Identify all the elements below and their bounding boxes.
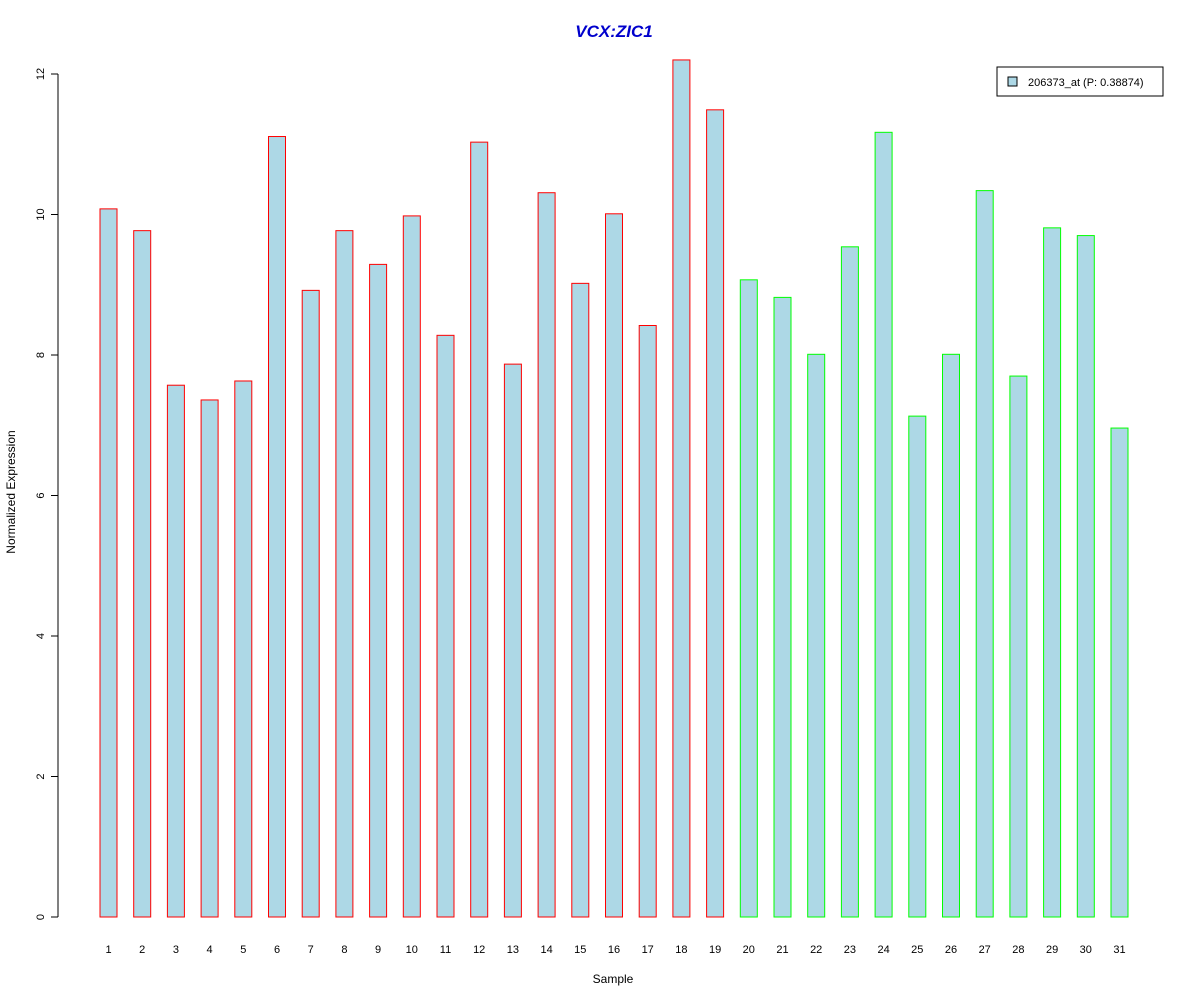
- x-tick-label: 15: [574, 944, 586, 956]
- bar-sample-20: [739, 279, 758, 918]
- y-tick-label: 12: [35, 68, 47, 80]
- legend: 206373_at (P: 0.38874): [996, 66, 1164, 97]
- x-tick-label: 12: [473, 944, 485, 956]
- x-tick-label: 6: [274, 944, 280, 956]
- bar-sample-1: [99, 208, 118, 918]
- x-tick-label: 24: [877, 944, 889, 956]
- x-tick-label: 21: [776, 944, 788, 956]
- x-tick-label: 29: [1046, 944, 1058, 956]
- bar-sample-24: [874, 131, 893, 918]
- y-tick-label: 4: [35, 633, 47, 639]
- x-tick-label: 17: [642, 944, 654, 956]
- x-tick-label: 11: [440, 944, 451, 956]
- x-tick-label: 8: [341, 944, 347, 956]
- bar-sample-23: [840, 246, 859, 918]
- bar-sample-7: [301, 289, 320, 918]
- bar-sample-12: [470, 141, 489, 918]
- x-tick-label: 2: [139, 944, 145, 956]
- x-tick-label: 5: [240, 944, 246, 956]
- x-tick-label: 22: [810, 944, 822, 956]
- y-tick-label: 6: [35, 492, 47, 498]
- y-tick-label: 0: [35, 914, 47, 920]
- bar-sample-6: [268, 136, 286, 918]
- x-tick-label: 10: [406, 944, 418, 956]
- bar-sample-15: [571, 282, 590, 918]
- legend-box: [996, 66, 1164, 97]
- y-tick-label: 8: [35, 352, 47, 358]
- x-tick-label: 20: [743, 944, 755, 956]
- x-tick-label: 19: [709, 944, 721, 956]
- x-tick-label: 28: [1012, 944, 1024, 956]
- x-tick-label: 31: [1113, 944, 1125, 956]
- x-tick-label: 9: [375, 944, 381, 956]
- x-axis-title: Sample: [593, 972, 634, 986]
- y-tick-label: 2: [35, 773, 47, 779]
- bar-sample-31: [1110, 427, 1129, 918]
- bar-sample-22: [807, 353, 826, 918]
- bar-sample-19: [706, 109, 725, 918]
- bar-sample-26: [942, 353, 960, 918]
- bar-sample-28: [1009, 375, 1028, 918]
- bar-sample-30: [1076, 235, 1095, 918]
- x-tick-label: 13: [507, 944, 519, 956]
- bar-sample-17: [638, 325, 657, 918]
- x-tick-label: 18: [675, 944, 687, 956]
- legend-swatch: [1007, 76, 1018, 87]
- bar-sample-3: [166, 384, 185, 918]
- bar-sample-18: [672, 59, 691, 918]
- y-tick-label: 10: [35, 208, 47, 220]
- bar-sample-27: [975, 190, 994, 918]
- bar-sample-2: [133, 230, 152, 918]
- bar-sample-25: [908, 415, 927, 918]
- bar-sample-16: [605, 213, 623, 918]
- bar-sample-21: [773, 296, 792, 918]
- y-axis-title: Normalized Expression: [4, 430, 18, 553]
- x-tick-label: 1: [105, 944, 111, 956]
- x-tick-label: 23: [844, 944, 856, 956]
- bar-sample-13: [503, 363, 522, 918]
- bar-sample-14: [537, 192, 556, 918]
- x-axis-tick-labels: 1 2 3 4 5 6 7 8 9 10 11 12 13 14 15 16 17 18 19 20 21 22 23 24 2…: [105, 944, 1125, 956]
- bar-series: [99, 59, 1129, 918]
- x-tick-label: 25: [911, 944, 923, 956]
- x-tick-label: 14: [540, 944, 552, 956]
- x-tick-label: 4: [207, 944, 213, 956]
- y-axis-ticks: 0 2 4 6 8 10 12: [35, 68, 58, 920]
- x-tick-label: 16: [608, 944, 620, 956]
- bar-sample-10: [402, 215, 421, 918]
- x-tick-label: 26: [945, 944, 957, 956]
- x-tick-label: 30: [1080, 944, 1092, 956]
- bar-sample-9: [369, 263, 388, 918]
- x-tick-label: 3: [173, 944, 179, 956]
- bar-sample-29: [1043, 227, 1062, 918]
- legend-label: 206373_at (P: 0.38874): [1028, 77, 1144, 89]
- bar-sample-4: [200, 399, 219, 918]
- bar-sample-8: [335, 230, 354, 918]
- x-tick-label: 27: [979, 944, 991, 956]
- x-tick-label: 7: [308, 944, 314, 956]
- bar-sample-11: [436, 334, 455, 918]
- chart-title: VCX:ZIC1: [575, 22, 652, 41]
- bar-sample-5: [234, 380, 253, 918]
